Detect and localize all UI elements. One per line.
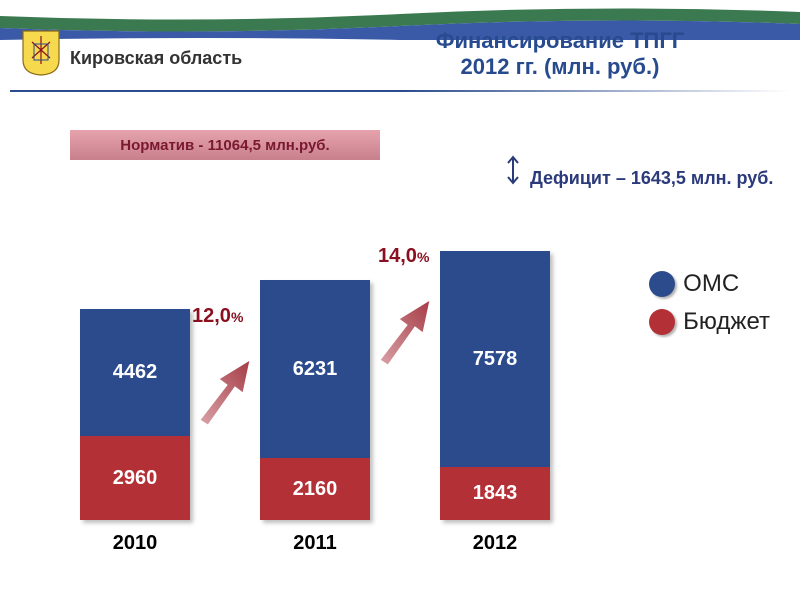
legend-text: ОМС [683,270,739,298]
bar-segment: 6231 [260,280,370,458]
region-name: Кировская область [70,48,242,69]
bar-column: 62312160 [260,280,370,520]
growth-arrow-icon [195,355,255,425]
bar-column: 75781843 [440,251,550,520]
bar-column: 44622960 [80,309,190,520]
legend-dot-icon [649,309,675,335]
norm-bar: Норматив - 11064,5 млн.руб. [70,130,380,160]
legend-item-oms: ОМС [649,270,770,298]
region-emblem [22,30,60,76]
legend-dot-icon [649,271,675,297]
bar-segment: 1843 [440,467,550,520]
bar-segment: 4462 [80,309,190,436]
bar-segment: 7578 [440,251,550,467]
x-axis-label: 2012 [440,532,550,555]
growth-label: 14,0% [378,245,429,268]
legend-text: Бюджет [683,308,770,336]
chart-area: Норматив - 11064,5 млн.руб. Дефицит – 16… [0,100,800,580]
header: Кировская область Финансирование ТПГГ 20… [0,0,800,90]
x-axis-label: 2011 [260,532,370,555]
legend-item-budget: Бюджет [649,308,770,336]
title-line-1: Финансирование ТПГГ [350,28,770,54]
title-line-2: 2012 гг. (млн. руб.) [350,54,770,80]
deficit-arrow-icon [505,155,521,185]
growth-arrow-icon [375,295,435,365]
bar-segment: 2960 [80,436,190,520]
deficit-label: Дефицит – 1643,5 млн. руб. [530,168,773,189]
norm-bar-text: Норматив - 11064,5 млн.руб. [120,137,329,154]
header-divider [10,90,790,92]
legend: ОМС Бюджет [649,270,770,346]
x-axis-label: 2010 [80,532,190,555]
bar-segment: 2160 [260,458,370,520]
growth-label: 12,0% [192,305,243,328]
page-title: Финансирование ТПГГ 2012 гг. (млн. руб.) [350,28,770,80]
